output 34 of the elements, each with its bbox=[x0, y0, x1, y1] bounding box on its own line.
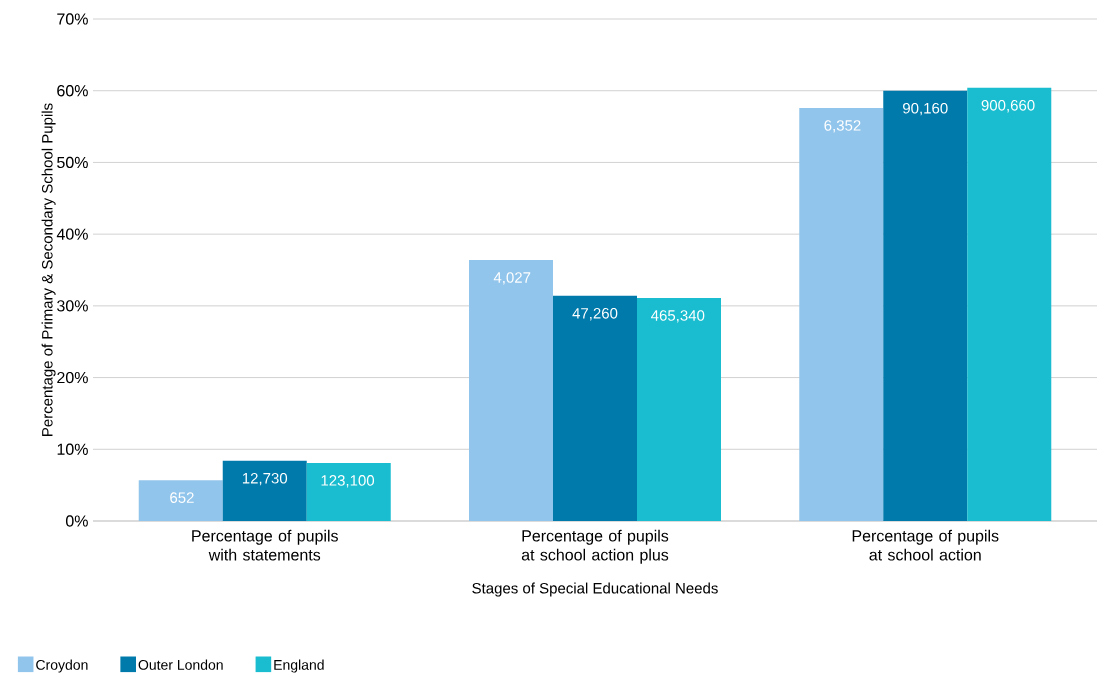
annotation: 90,160 bbox=[903, 102, 948, 116]
annotation: 47,260 bbox=[572, 308, 618, 321]
annotation: 652 bbox=[170, 492, 194, 503]
legend-label: Outer London bbox=[138, 659, 223, 670]
bar bbox=[469, 259, 553, 521]
legend-label: Croydon bbox=[36, 659, 88, 673]
bar bbox=[967, 87, 1052, 521]
bar bbox=[553, 295, 637, 521]
x-tick-label: Percentage of pupils at school action bbox=[852, 529, 999, 561]
y-tick-label: 20% bbox=[57, 371, 88, 384]
y-tick-label: 0% bbox=[65, 515, 88, 527]
y-axis-title: Percentage of Primary & Secondary School Pupils bbox=[41, 103, 56, 436]
y-tick-label: 60% bbox=[57, 85, 88, 97]
y-tick-label: 10% bbox=[57, 443, 88, 455]
bar bbox=[883, 90, 968, 521]
annotation: 123,100 bbox=[321, 475, 375, 488]
legend-label: England bbox=[274, 659, 324, 673]
x-axis-title: Stages of Special Educational Needs bbox=[472, 582, 718, 597]
y-tick-label: 40% bbox=[56, 228, 88, 240]
bar bbox=[222, 460, 307, 521]
x-tick-label: Percentage of pupils at school action plus bbox=[521, 529, 669, 564]
annotation: 900,660 bbox=[981, 100, 1035, 113]
y-tick-label: 30% bbox=[57, 300, 88, 312]
annotation: 12,730 bbox=[242, 472, 288, 486]
bar bbox=[637, 297, 721, 521]
y-tick-label: 70% bbox=[57, 13, 88, 25]
x-tick-label: Percentage of pupils with statements bbox=[192, 529, 338, 561]
bar bbox=[138, 480, 223, 521]
annotation: 465,340 bbox=[651, 310, 705, 323]
bar bbox=[306, 462, 391, 521]
annotation: 6,352 bbox=[824, 120, 861, 133]
bar bbox=[799, 107, 884, 521]
y-tick-label: 50% bbox=[57, 156, 88, 169]
annotation: 4,027 bbox=[493, 272, 531, 285]
